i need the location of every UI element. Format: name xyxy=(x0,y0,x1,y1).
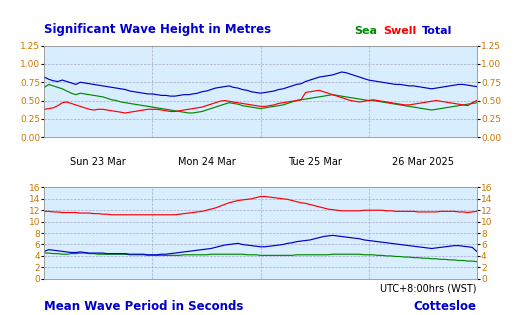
Text: Total: Total xyxy=(422,26,452,36)
Text: Mean Wave Period in Seconds: Mean Wave Period in Seconds xyxy=(44,301,244,313)
Text: Tue 25 Mar: Tue 25 Mar xyxy=(288,157,341,167)
Text: Swell: Swell xyxy=(383,26,416,36)
Text: Cottesloe: Cottesloe xyxy=(414,301,477,313)
Text: UTC+8:00hrs (WST): UTC+8:00hrs (WST) xyxy=(380,284,477,294)
Text: Mon 24 Mar: Mon 24 Mar xyxy=(178,157,235,167)
Text: 26 Mar 2025: 26 Mar 2025 xyxy=(392,157,454,167)
Text: Sun 23 Mar: Sun 23 Mar xyxy=(70,157,126,167)
Text: Sea: Sea xyxy=(354,26,377,36)
Text: Significant Wave Height in Metres: Significant Wave Height in Metres xyxy=(44,23,271,36)
